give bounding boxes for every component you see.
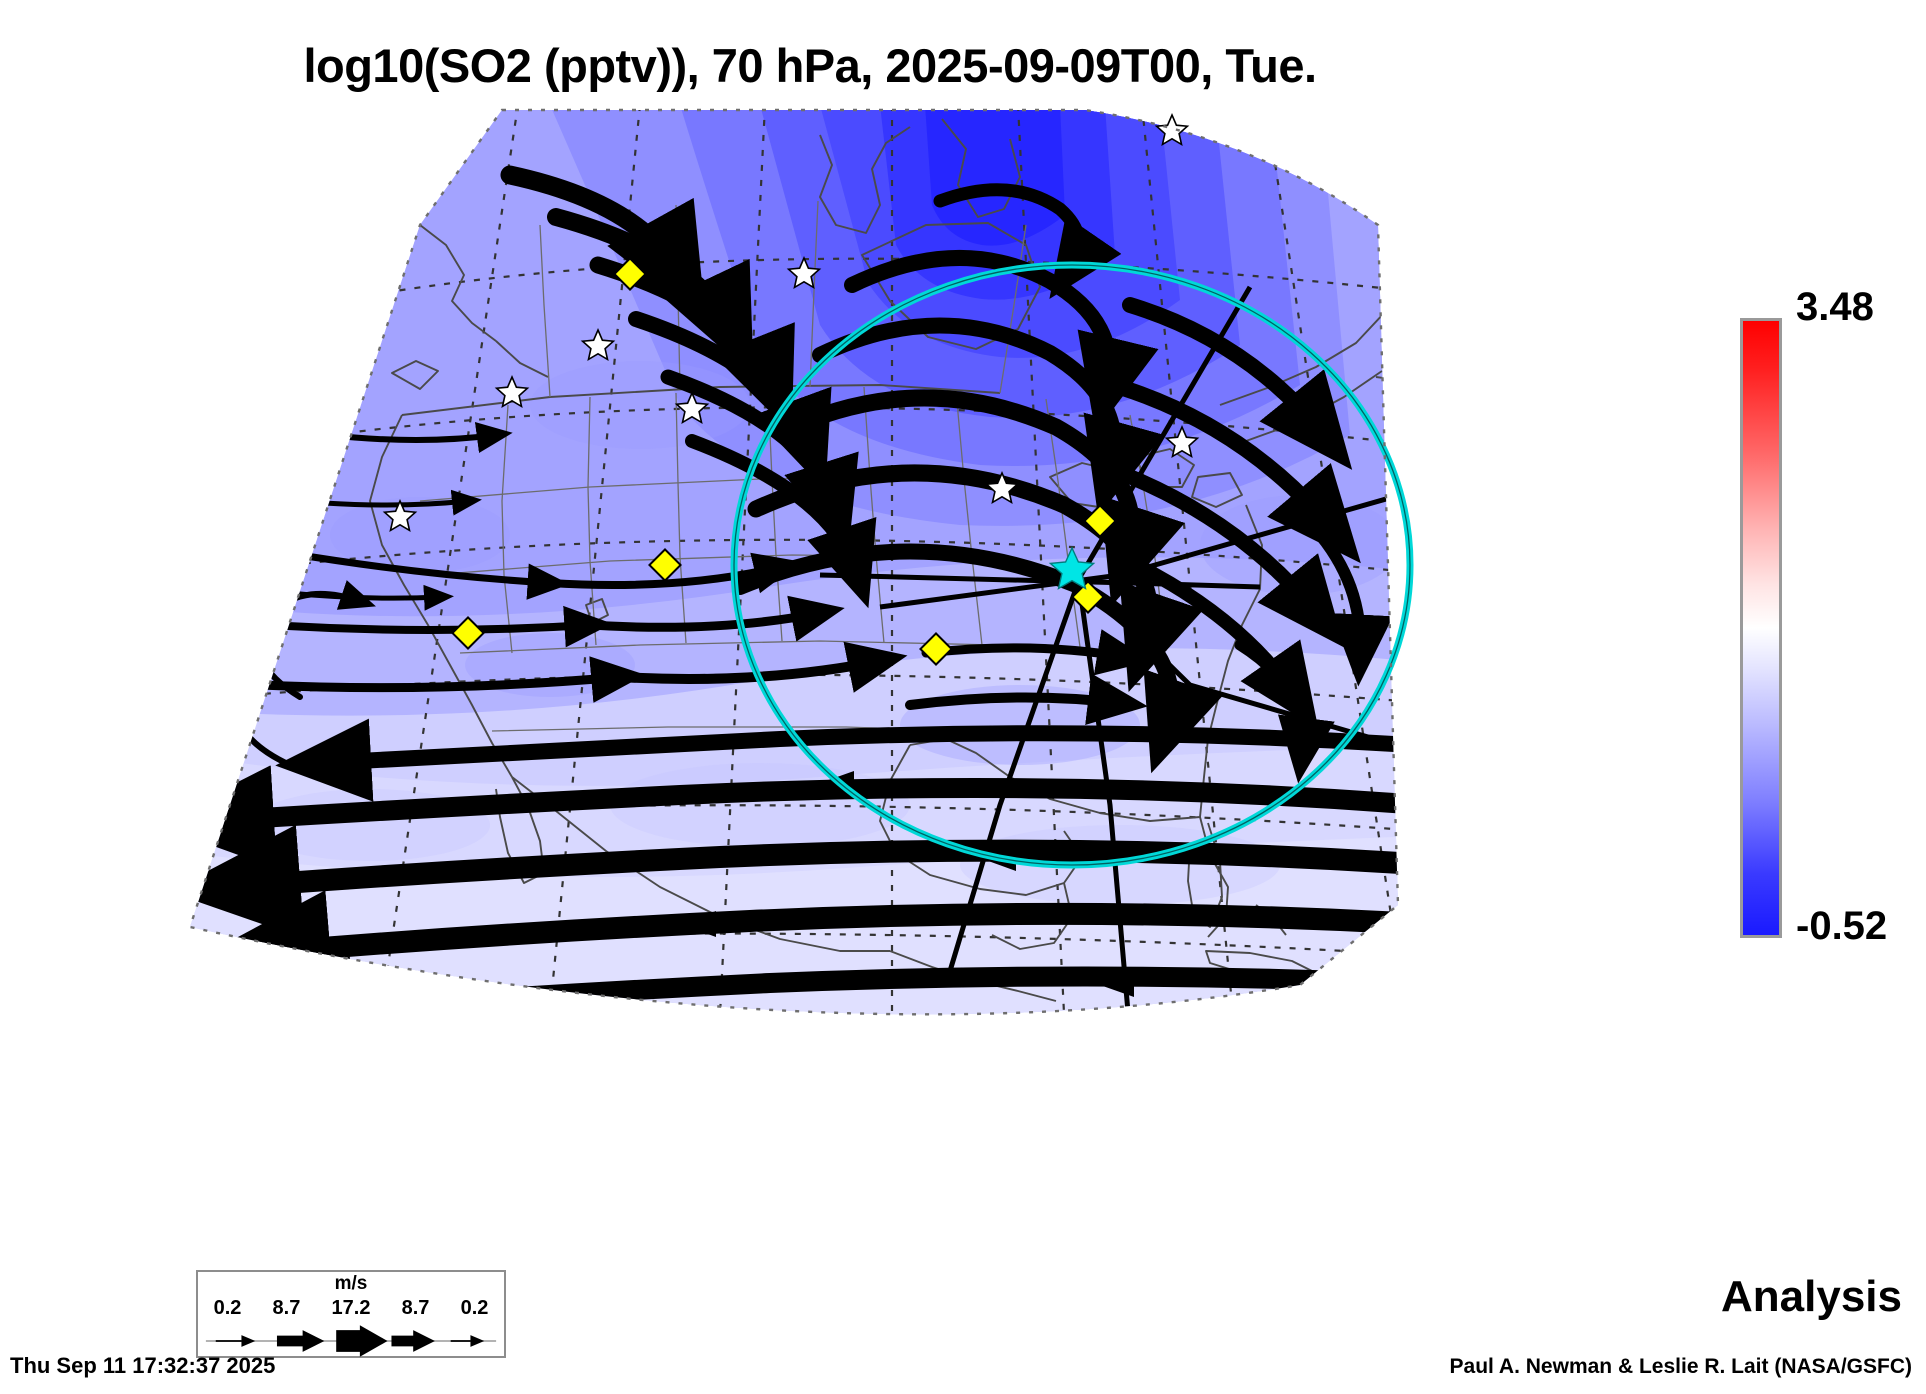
map-panel[interactable]	[120, 105, 1450, 1035]
station-marker-diamond	[919, 632, 953, 666]
station-marker-star	[1154, 112, 1190, 147]
track-line-2	[879, 488, 1398, 610]
station-marker-star	[786, 255, 822, 290]
map-domain-outline	[188, 108, 1400, 1016]
wind-tick-2: 17.2	[331, 1297, 371, 1319]
station-marker-star	[984, 470, 1020, 505]
station-marker-star	[674, 390, 710, 425]
wind-legend-tick-labels: 0.2 8.7 17.2 8.7 0.2	[198, 1297, 504, 1320]
station-marker-diamond	[451, 616, 485, 650]
author-credit: Paul A. Newman & Leslie R. Lait (NASA/GS…	[1449, 1355, 1912, 1378]
wind-tick-1: 8.7	[272, 1297, 301, 1319]
colorbar-gradient	[1740, 318, 1782, 938]
station-marker-diamond	[648, 548, 682, 582]
station-marker-star	[382, 498, 418, 533]
wind-tick-3: 8.7	[401, 1297, 430, 1319]
station-marker-star	[580, 327, 616, 362]
colorbar-max-label: 3.48	[1796, 285, 1874, 329]
colorbar[interactable]: 3.48 -0.52	[1740, 285, 1926, 948]
flight-track-lines	[819, 285, 1398, 1015]
wind-speed-legend: m/s 0.2 8.7 17.2 8.7 0.2	[196, 1270, 506, 1358]
wind-tick-4: 0.2	[460, 1297, 489, 1319]
star-markers[interactable]	[382, 112, 1200, 533]
track-line-5	[1075, 574, 1133, 1015]
station-marker-diamond	[1083, 504, 1117, 538]
track-line-4	[1078, 575, 1369, 740]
station-marker-star	[494, 374, 530, 409]
track-line-3	[819, 572, 1261, 590]
track-line-1	[947, 285, 1253, 972]
wind-tick-0: 0.2	[213, 1297, 242, 1319]
station-marker-star	[1164, 424, 1200, 459]
launch-site-star-icon[interactable]	[1048, 546, 1096, 590]
station-marker-diamond	[613, 257, 647, 291]
wind-streamlines	[190, 165, 1398, 1015]
station-marker-diamond	[1071, 580, 1105, 614]
range-circle-outline	[733, 264, 1411, 866]
page-title: log10(SO2 (pptv)), 70 hPa, 2025-09-09T00…	[303, 39, 1317, 92]
diamond-markers[interactable]	[451, 257, 1117, 666]
generation-timestamp: Thu Sep 11 17:32:37 2025	[10, 1353, 276, 1378]
map-figure[interactable]	[120, 105, 1450, 1035]
colorbar-min-label: -0.52	[1796, 904, 1888, 948]
wind-legend-arrow-icon	[205, 1325, 497, 1357]
wind-legend-units-label: m/s	[334, 1273, 368, 1294]
analysis-label: Analysis	[1721, 1272, 1902, 1321]
